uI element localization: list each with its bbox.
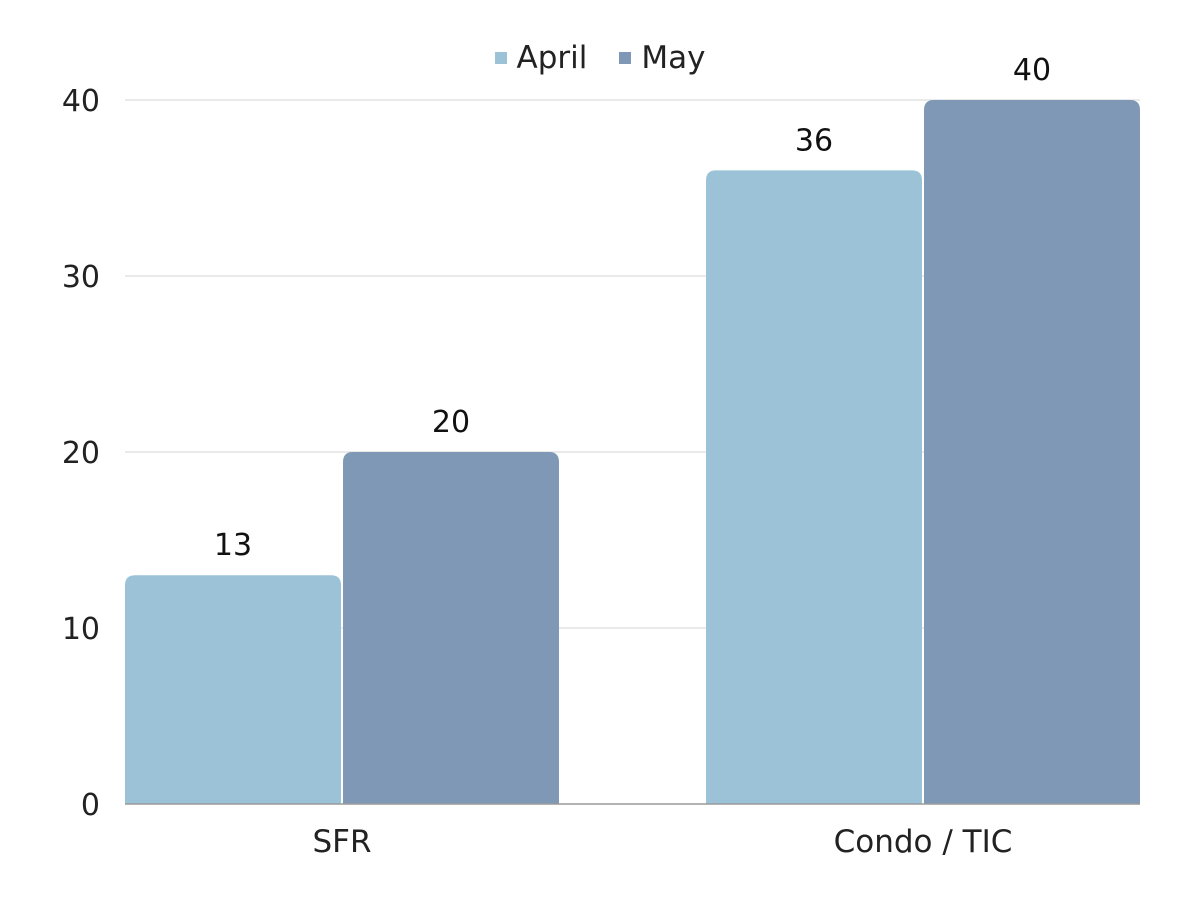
x-category-label: Condo / TIC <box>834 824 1013 860</box>
bar-may-0 <box>343 452 559 804</box>
y-tick-label: 10 <box>62 612 100 647</box>
bar-april-0 <box>125 575 341 804</box>
data-label: 20 <box>432 405 470 440</box>
legend-swatch-april <box>494 52 507 64</box>
bar-may-1 <box>924 100 1140 804</box>
x-category-label: SFR <box>312 824 371 860</box>
legend-swatch-may <box>619 52 632 64</box>
legend-item-april: April <box>494 40 588 76</box>
y-tick-label: 40 <box>62 84 100 119</box>
legend-item-may: May <box>619 40 705 76</box>
data-label: 13 <box>214 528 252 563</box>
legend-label-may: May <box>641 40 706 76</box>
y-tick-label: 0 <box>81 788 100 823</box>
data-label: 40 <box>1013 53 1051 88</box>
y-tick-label: 30 <box>62 260 100 295</box>
legend-label-april: April <box>516 40 588 76</box>
legend: April May <box>0 40 1200 76</box>
data-label: 36 <box>795 123 833 158</box>
bar-april-1 <box>706 170 922 804</box>
y-tick-label: 20 <box>62 436 100 471</box>
